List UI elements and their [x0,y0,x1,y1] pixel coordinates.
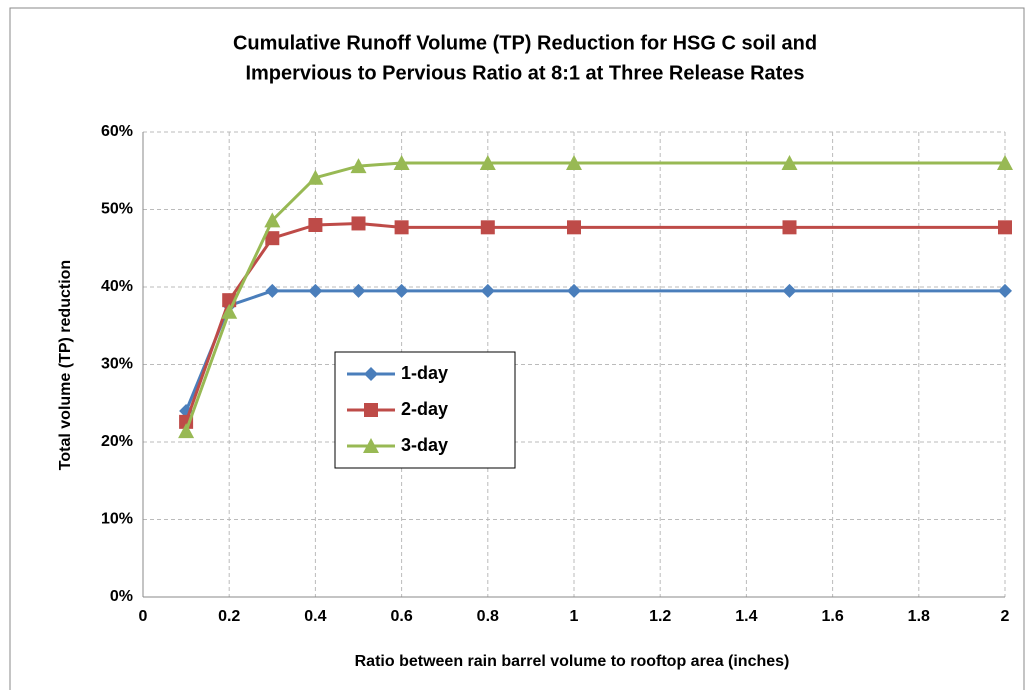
marker [997,155,1013,170]
y-tick-label: 0% [110,588,133,605]
marker [782,220,797,235]
marker [351,283,366,298]
y-tick-label: 50% [101,201,133,218]
x-tick-label: 0.2 [218,608,240,625]
x-tick-label: 1.2 [649,608,671,625]
x-tick-label: 2 [1001,608,1010,625]
marker [221,303,238,319]
marker [265,283,280,298]
x-tick-label: 0 [139,608,148,625]
marker [566,155,582,170]
marker [479,155,496,170]
marker [998,220,1012,235]
y-tick-label: 40% [101,278,133,295]
x-tick-label: 0.6 [390,608,412,625]
marker [781,155,798,170]
legend-marker [363,438,379,453]
marker [308,283,323,298]
y-axis-label: Total volume (TP) reduction [57,260,74,470]
y-tick-label: 30% [101,356,133,373]
y-tick-label: 10% [101,511,133,528]
chart-title: Cumulative Runoff Volume (TP) Reduction … [233,32,817,54]
x-tick-label: 1.6 [821,608,843,625]
legend-marker [364,403,378,417]
marker [480,283,495,298]
series-line [184,289,1005,412]
y-tick-label: 20% [101,433,133,450]
marker [307,169,324,185]
marker [998,283,1012,298]
marker [567,283,581,298]
legend-label: 2-day [401,399,448,419]
marker [178,423,195,439]
legend-marker [364,367,378,381]
marker [782,283,797,298]
marker [308,218,323,232]
x-tick-label: 1.8 [908,608,930,625]
legend-label: 3-day [401,435,448,455]
marker [394,220,409,235]
x-tick-label: 0.4 [304,608,326,625]
chart-frame [9,7,1025,690]
marker [350,158,367,174]
x-tick-label: 1.4 [735,608,757,625]
x-tick-label: 0.8 [477,608,499,625]
x-tick-label: 1 [570,608,579,625]
marker [480,220,495,235]
marker [265,231,280,246]
series-line [184,161,1005,432]
marker [394,283,409,298]
marker [567,220,581,235]
chart-subtitle: Impervious to Pervious Ratio at 8:1 at T… [245,62,804,84]
marker [393,155,410,170]
legend-label: 1-day [401,363,448,383]
marker [264,212,281,228]
y-tick-label: 60% [101,123,133,140]
x-axis-label: Ratio between rain barrel volume to roof… [355,653,790,670]
marker [351,216,366,231]
